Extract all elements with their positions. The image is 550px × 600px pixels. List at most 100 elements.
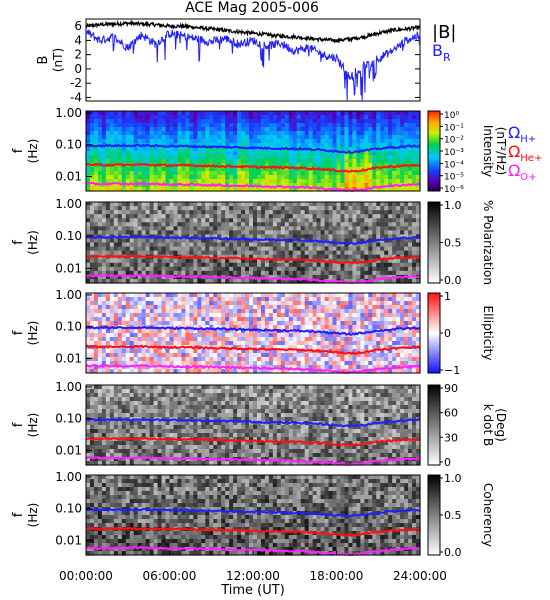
heatmap-cell [380, 123, 385, 128]
heatmap-cell [189, 258, 194, 264]
heatmap-cell [149, 297, 155, 302]
heatmap-cell [296, 278, 302, 284]
colorbar-tick-label: 10⁻³ [444, 148, 464, 158]
heatmap-cell [412, 139, 417, 144]
heatmap-cell [169, 119, 175, 124]
heatmap-cell [113, 187, 119, 192]
heatmap-cell [213, 202, 218, 207]
heatmap-cell [336, 159, 342, 164]
heatmap-cell [233, 297, 238, 302]
heatmap-cell [137, 175, 143, 180]
heatmap-cell [328, 159, 334, 164]
heatmap-cell [280, 127, 286, 132]
heatmap-cell [225, 127, 230, 132]
heatmap-cell [264, 369, 270, 374]
heatmap-cell [105, 337, 111, 342]
heatmap-cell [348, 206, 354, 211]
heatmap-cell [380, 139, 385, 144]
heatmap-cell [253, 293, 258, 298]
heatmap-cell [221, 214, 226, 219]
heatmap-cell [161, 242, 167, 248]
heatmap-cell [292, 337, 298, 342]
heatmap-cell [177, 127, 183, 132]
heatmap-cell [177, 183, 183, 188]
heatmap-cell [93, 131, 99, 136]
heatmap-cell [97, 266, 103, 272]
heatmap-cell [356, 119, 361, 124]
heatmap-cell [264, 167, 270, 172]
heatmap-cell [129, 151, 135, 156]
heatmap-cell [316, 163, 322, 168]
heatmap-cell [117, 183, 123, 188]
heatmap-cell [193, 333, 198, 338]
heatmap-cell [221, 127, 226, 132]
heatmap-cell [125, 131, 131, 136]
heatmap-cell [229, 147, 234, 152]
heatmap-cell [276, 135, 282, 140]
heatmap-cell [264, 246, 270, 252]
heatmap-cell [384, 139, 389, 144]
heatmap-cell [129, 369, 135, 374]
heatmap-cell [328, 361, 334, 366]
heatmap-cell [332, 317, 338, 322]
heatmap-cell [256, 151, 262, 156]
heatmap-cell [316, 242, 322, 248]
heatmap-cell [276, 341, 282, 346]
heatmap-cell [229, 242, 234, 248]
heatmap-cell [272, 131, 278, 136]
heatmap-cell [376, 262, 381, 268]
heatmap-cell [292, 270, 298, 276]
heatmap-cell [253, 214, 258, 219]
heatmap-cell [340, 206, 346, 211]
field-y-tick-label: 2 [74, 48, 82, 62]
heatmap-cell [86, 179, 91, 184]
heatmap-cell [201, 305, 206, 310]
heatmap-cell [97, 131, 103, 136]
heatmap-cell [280, 270, 286, 276]
heatmap-cell [117, 111, 123, 116]
heatmap-cell [304, 262, 310, 268]
heatmap-cell [320, 321, 326, 326]
heatmap-cell [209, 167, 214, 172]
heatmap-cell [173, 341, 179, 346]
heatmap-cell [348, 238, 354, 244]
heatmap-cell [245, 357, 250, 362]
heatmap-cell [268, 357, 274, 362]
heatmap-cell [376, 301, 381, 306]
heatmap-cell [141, 119, 147, 124]
heatmap-cell [193, 123, 198, 128]
heatmap-cell [101, 210, 107, 215]
heatmap-cell [260, 254, 266, 260]
heatmap-cell [312, 163, 318, 168]
heatmap-cell [105, 155, 111, 160]
heatmap-cell [145, 349, 151, 354]
heatmap-cell [368, 210, 373, 215]
heatmap-cell [157, 262, 163, 268]
heatmap-cell [217, 210, 222, 215]
heatmap-cell [348, 309, 354, 314]
heatmap-cell [308, 365, 314, 370]
heatmap-cell [300, 337, 306, 342]
heatmap-cell [304, 183, 310, 188]
heatmap-cell [300, 131, 306, 136]
heatmap-cell [213, 357, 218, 362]
heatmap-cell [93, 139, 99, 144]
heatmap-cell [388, 226, 393, 231]
heatmap-cell [141, 297, 147, 302]
heatmap-cell [316, 341, 322, 346]
heatmap-cell [392, 317, 397, 322]
heatmap-cell [312, 361, 318, 366]
heatmap-cell [133, 301, 139, 306]
heatmap-cell [304, 115, 310, 120]
heatmap-cell [368, 325, 373, 330]
heatmap-cell [181, 309, 187, 314]
heatmap-cell [296, 123, 302, 128]
heatmap-cell [201, 297, 206, 302]
heatmap-cell [97, 123, 103, 128]
heatmap-cell [320, 230, 326, 235]
heatmap-cell [392, 131, 397, 136]
heatmap-cell [113, 175, 119, 180]
heatmap-cell [217, 293, 222, 298]
heatmap-cell [237, 317, 242, 322]
heatmap-cell [388, 155, 393, 160]
